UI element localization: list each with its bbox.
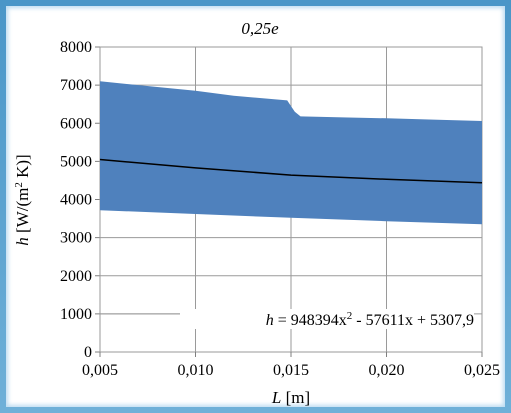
data-band [100, 81, 482, 225]
y-axis-unit: [W/(m [13, 188, 32, 233]
y-tick-label: 8000 [60, 39, 92, 56]
y-axis-unit-exponent: 2 [13, 182, 25, 188]
y-axis-label: h [W/(m2 K)] [13, 154, 32, 245]
chart-title: 0,25e [241, 19, 279, 38]
y-tick-label: 3000 [60, 230, 92, 247]
equation-part-a: = 948394x [274, 312, 347, 329]
band-layer [100, 81, 482, 225]
x-tick-labels: 0,005 0,010 0,015 0,020 0,025 [82, 362, 500, 379]
chart-frame: 0 1000 2000 3000 4000 5000 6000 7000 8000 0,005 0… [6, 6, 505, 407]
x-tick-label: 0,005 [82, 362, 118, 379]
x-axis-var: L [271, 388, 281, 407]
y-tick-label: 7000 [60, 77, 92, 94]
x-axis-label: L [m] [271, 388, 310, 407]
y-tick-label: 5000 [60, 153, 92, 170]
equation-part-b: - 57611x + 5307,9 [352, 312, 474, 329]
equation-exponent: 2 [347, 310, 353, 322]
trendline [99, 158, 483, 184]
equation-text: h = 948394x2 - 57611x + 5307,9 [266, 310, 474, 329]
x-tick-label: 0,020 [369, 362, 405, 379]
y-axis-unit-tail: K)] [13, 154, 32, 182]
y-tick-label: 1000 [60, 306, 92, 323]
y-axis-var: h [13, 237, 32, 246]
y-tick-label: 2000 [60, 268, 92, 285]
trend-layer [99, 158, 483, 315]
x-tick-label: 0,010 [178, 362, 214, 379]
trend-equation: h = 948394x2 - 57611x + 5307,9 [180, 309, 474, 329]
equation-lhs: h [266, 312, 274, 329]
x-axis-unit: [m] [286, 388, 311, 407]
y-tick-label: 0 [84, 344, 92, 361]
x-tick-label: 0,025 [464, 362, 500, 379]
y-tick-labels: 0 1000 2000 3000 4000 5000 6000 7000 8000 [60, 39, 92, 361]
y-tick-label: 4000 [60, 192, 92, 209]
y-tick-label: 6000 [60, 115, 92, 132]
x-tick-label: 0,015 [273, 362, 309, 379]
